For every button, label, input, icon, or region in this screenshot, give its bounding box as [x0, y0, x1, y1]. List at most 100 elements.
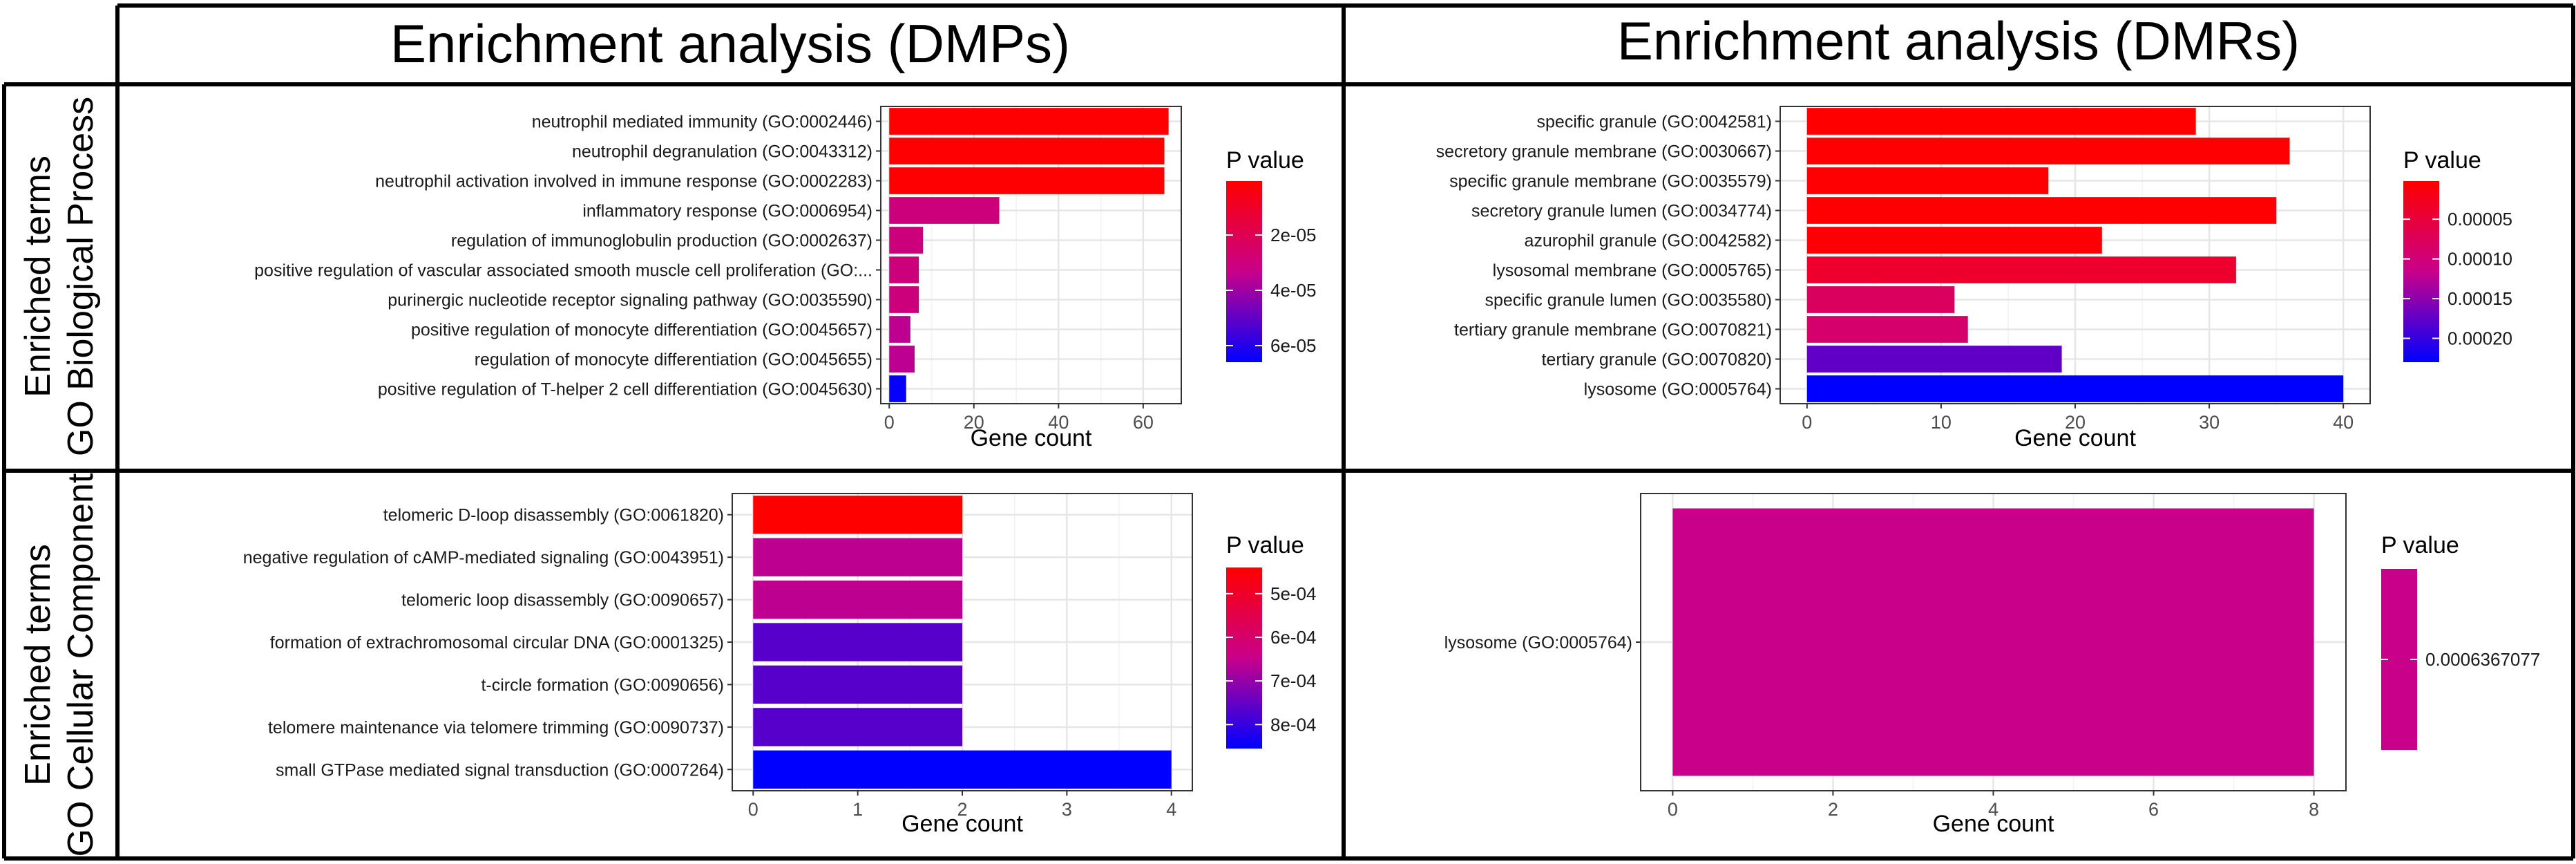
category-label-8: positive regulation of monocyte differen…: [411, 321, 872, 340]
x-tick-label-1: 0: [884, 412, 895, 433]
bar-3: [753, 580, 962, 619]
bar-6: [889, 256, 919, 283]
column-header-dmps: Enrichment analysis (DMPs): [390, 13, 1070, 74]
category-label-2: negative regulation of cAMP-mediated sig…: [243, 548, 724, 567]
bar-4: [1806, 197, 2277, 224]
legend-label-1: 0.0006367077: [2425, 649, 2540, 670]
x-axis-title: Gene count: [901, 811, 1023, 837]
category-label-3: neutrophil activation involved in immune…: [375, 172, 872, 191]
x-tick-label-2: 20: [964, 412, 984, 433]
category-label-1: neutrophil mediated immunity (GO:0002446…: [532, 113, 872, 132]
category-label-7: specific granule lumen (GO:0035580): [1485, 291, 1772, 310]
bar-2: [889, 138, 1165, 165]
category-label-5: azurophil granule (GO:0042582): [1524, 232, 1772, 251]
category-label-9: tertiary granule (GO:0070820): [1541, 350, 1772, 370]
legend-title: P value: [2403, 147, 2481, 173]
category-label-4: formation of extrachromosomal circular D…: [270, 633, 724, 652]
category-label-2: secretory granule membrane (GO:0030667): [1436, 142, 1772, 162]
x-tick-label-1: 0: [1668, 799, 1678, 820]
category-label-1: lysosome (GO:0005764): [1444, 633, 1632, 652]
row-header-cc: Enriched terms GO Cellular Component: [18, 473, 101, 856]
category-label-8: tertiary granule membrane (GO:0070821): [1454, 321, 1772, 340]
category-label-7: purinergic nucleotide receptor signaling…: [388, 291, 872, 310]
bar-9: [1806, 346, 2062, 373]
bar-7: [889, 286, 919, 313]
chart-dmr-bp: specific granule (GO:0042581) secretory g…: [1436, 106, 2512, 451]
legend-label-2: 4e-05: [1270, 280, 1317, 301]
panel-frame: [2, 3, 2575, 861]
bar-6: [753, 708, 962, 746]
legend-colorbar: [1226, 181, 1262, 362]
category-label-2: neutrophil degranulation (GO:0043312): [572, 142, 872, 162]
legend-label-3: 6e-05: [1270, 335, 1317, 356]
x-axis-title: Gene count: [2014, 425, 2136, 451]
bar-9: [889, 346, 915, 373]
legend-colorbar: [2403, 181, 2439, 362]
column-header-dmrs: Enrichment analysis (DMRs): [1617, 10, 2300, 71]
x-tick-label-3: 20: [2065, 412, 2086, 433]
x-tick-label-3: 40: [1048, 412, 1069, 433]
x-tick-label-2: 2: [1828, 799, 1838, 820]
legend-label-3: 7e-04: [1270, 670, 1317, 691]
category-label-10: lysosome (GO:0005764): [1584, 380, 1772, 400]
category-label-5: regulation of immunoglobulin production …: [451, 232, 872, 251]
x-tick-label-5: 8: [2309, 799, 2319, 820]
row-header-bp: Enriched terms GO Biological Process: [18, 97, 101, 456]
legend-label-4: 0.00020: [2448, 328, 2512, 349]
x-tick-label-3: 4: [1988, 799, 1998, 820]
chart-dmp-cc: telomeric D-loop disassembly (GO:0061820…: [243, 493, 1317, 837]
x-tick-label-5: 4: [1166, 799, 1176, 820]
legend-colorbar: [1226, 567, 1262, 749]
x-tick-label-2: 1: [852, 799, 863, 820]
bar-2: [753, 538, 962, 576]
x-tick-label-3: 2: [957, 799, 967, 820]
x-tick-label-4: 6: [2148, 799, 2159, 820]
bar-8: [1806, 316, 1968, 343]
row-header-bp-line2: GO Biological Process: [61, 97, 101, 456]
x-tick-label-1: 0: [1802, 412, 1812, 433]
row-header-cc-line2: GO Cellular Component: [61, 473, 101, 856]
legend-title: P value: [2381, 532, 2459, 558]
bar-7: [753, 750, 1172, 789]
legend-label-1: 5e-04: [1270, 583, 1317, 604]
category-label-4: secretory granule lumen (GO:0034774): [1471, 202, 1772, 221]
legend-label-2: 0.00010: [2448, 249, 2512, 270]
bar-3: [1806, 167, 2049, 194]
legend-label-4: 8e-04: [1270, 714, 1317, 735]
row-header-bp-line1: Enriched terms: [18, 156, 58, 397]
category-label-9: regulation of monocyte differentiation (…: [475, 350, 872, 370]
bar-4: [889, 197, 1000, 224]
bar-5: [889, 227, 924, 254]
bar-10: [889, 375, 906, 402]
category-label-6: positive regulation of vascular associat…: [254, 261, 872, 281]
bar-1: [1806, 108, 2196, 135]
bar-10: [1806, 375, 2344, 402]
legend-title: P value: [1226, 532, 1304, 558]
x-axis-title: Gene count: [971, 425, 1092, 451]
category-label-1: specific granule (GO:0042581): [1537, 113, 1772, 132]
bar-8: [889, 316, 910, 343]
category-label-5: t-circle formation (GO:0090656): [481, 675, 724, 695]
x-tick-label-4: 3: [1062, 799, 1072, 820]
bar-1: [1672, 508, 2314, 776]
plot-frame: [880, 106, 1182, 404]
category-label-3: telomeric loop disassembly (GO:0090657): [401, 591, 724, 610]
legend-label-3: 0.00015: [2448, 288, 2512, 309]
x-tick-label-2: 10: [1931, 412, 1952, 433]
x-axis-title: Gene count: [1933, 811, 2054, 837]
x-tick-label-4: 60: [1133, 412, 1154, 433]
category-label-10: positive regulation of T-helper 2 cell d…: [378, 380, 872, 400]
chart-dmr-cc: lysosome (GO:0005764) 0 2 4 6 8 Gene count P va…: [1444, 493, 2540, 837]
bar-5: [753, 665, 962, 704]
legend-title: P value: [1226, 147, 1304, 173]
bar-1: [889, 108, 1169, 135]
category-label-7: small GTPase mediated signal transductio…: [276, 760, 724, 780]
x-tick-label-5: 40: [2333, 412, 2354, 433]
bar-5: [1806, 227, 2102, 254]
category-label-3: specific granule membrane (GO:0035579): [1449, 172, 1772, 191]
category-label-6: lysosomal membrane (GO:0005765): [1493, 261, 1772, 281]
category-label-4: inflammatory response (GO:0006954): [582, 202, 872, 221]
bar-6: [1806, 256, 2236, 283]
category-label-6: telomere maintenance via telomere trimmi…: [268, 718, 724, 738]
